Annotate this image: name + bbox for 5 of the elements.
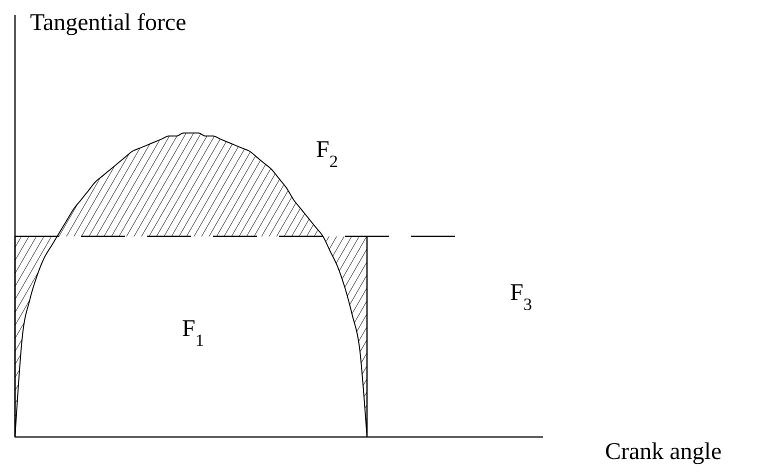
annotation: F$_{2}$: [316, 137, 338, 170]
x-axis-title: Crank angle: [605, 439, 722, 465]
annotation: F$_{3}$: [510, 280, 532, 314]
y-axis-title: Tangential force: [30, 10, 186, 36]
annotation: F$_{1}$: [182, 316, 204, 350]
